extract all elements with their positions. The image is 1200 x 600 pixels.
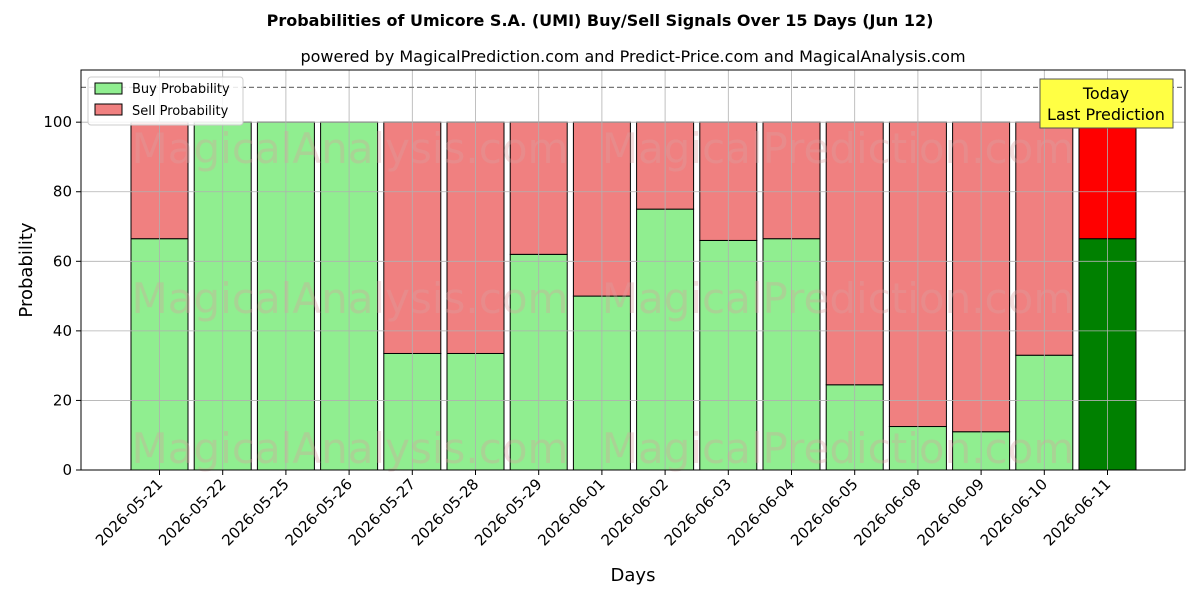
plot-frame [80, 69, 1186, 471]
watermark-layer: MagicalAnalysis.com MagicalPrediction.com… [132, 124, 1075, 473]
x-axis-label: Days [611, 565, 656, 586]
watermark-text: MagicalPrediction.com [602, 424, 1075, 473]
y-tick-label: 100 [43, 113, 72, 131]
watermark-text: MagicalAnalysis.com [132, 124, 569, 173]
y-tick-label: 0 [62, 461, 72, 479]
x-tick-label: 2026-06-08 [850, 475, 924, 549]
x-tick-label: 2026-06-10 [977, 475, 1051, 549]
watermark-text: MagicalPrediction.com [602, 274, 1075, 323]
x-tick-label: 2026-05-27 [345, 475, 419, 549]
legend-label-buy: Buy Probability [132, 82, 230, 97]
x-tick-label: 2026-06-03 [661, 475, 735, 549]
x-tick-label: 2026-05-28 [408, 475, 482, 549]
chart-title: Probabilities of Umicore S.A. (UMI) Buy/… [267, 11, 934, 30]
x-tick-label: 2026-06-01 [534, 475, 608, 549]
today-annotation: Today Last Prediction [1039, 78, 1174, 129]
y-tick-label: 60 [53, 252, 72, 270]
x-tick-label: 2026-06-02 [598, 475, 672, 549]
y-tick-label: 80 [53, 183, 72, 201]
x-tick-label: 2026-06-05 [787, 475, 861, 549]
legend: Buy Probability Sell Probability [87, 76, 244, 126]
legend-box [87, 76, 244, 126]
x-tick-label: 2026-06-09 [914, 475, 988, 549]
y-tick-label: 40 [53, 322, 72, 340]
x-tick-label: 2026-05-22 [155, 475, 229, 549]
annotation-box [1039, 78, 1174, 129]
x-axis: 2026-05-212026-05-222026-05-252026-05-26… [92, 470, 1114, 549]
x-tick-label: 2026-06-11 [1040, 475, 1114, 549]
watermark-text: MagicalAnalysis.com [132, 424, 569, 473]
y-tick-label: 20 [53, 391, 72, 409]
legend-label-sell: Sell Probability [132, 104, 229, 119]
watermark-text: MagicalAnalysis.com [132, 274, 569, 323]
annotation-line-1: Today [1082, 84, 1129, 103]
x-tick-label: 2026-05-26 [282, 475, 356, 549]
x-tick-label: 2026-05-21 [92, 475, 166, 549]
x-tick-label: 2026-05-25 [218, 475, 292, 549]
chart-subtitle: powered by MagicalPrediction.com and Pre… [300, 47, 965, 66]
legend-swatch-sell [94, 103, 123, 116]
legend-swatch-buy [94, 82, 123, 95]
annotation-line-2: Last Prediction [1047, 105, 1165, 124]
watermark-text: MagicalPrediction.com [602, 124, 1075, 173]
y-axis: 0 20 40 60 80 100 [43, 113, 81, 479]
x-tick-label: 2026-05-29 [471, 475, 545, 549]
x-tick-label: 2026-06-04 [724, 475, 798, 549]
y-axis-label: Probability [16, 222, 37, 317]
grid-layer [81, 70, 1185, 471]
